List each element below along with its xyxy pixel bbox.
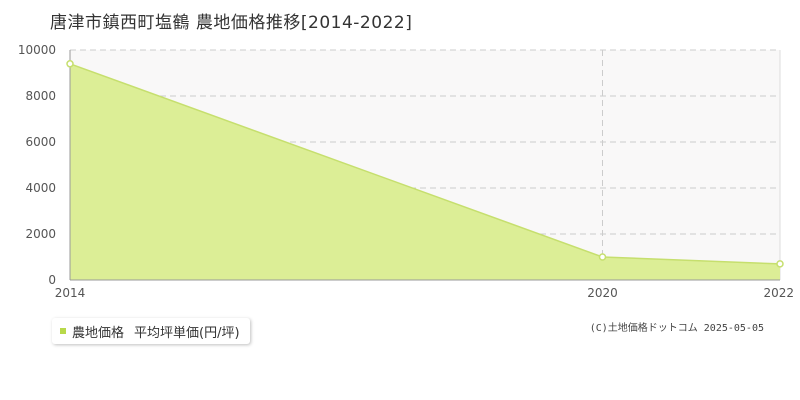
- y-tick-label-0: 0: [48, 273, 56, 287]
- legend-swatch: [60, 328, 66, 334]
- y-tick-label-10000: 10000: [18, 43, 56, 57]
- y-tick-label-8000: 8000: [25, 89, 56, 103]
- x-tick-label-2022: 2022: [763, 286, 794, 300]
- data-point-markers: [66, 60, 784, 268]
- x-tick-label-2014: 2014: [55, 286, 86, 300]
- axes: [69, 50, 780, 281]
- legend: 農地価格 平均坪単価(円/坪): [52, 318, 250, 344]
- tick-labels: 0 2000 4000 6000 8000 10000 2014 2020 2022: [18, 43, 794, 300]
- data-point-2022[interactable]: [776, 260, 784, 268]
- y-tick-label-6000: 6000: [25, 135, 56, 149]
- series-area-fill: [70, 63, 780, 280]
- y-tick-label-4000: 4000: [25, 181, 56, 195]
- data-point-2014[interactable]: [66, 60, 74, 68]
- legend-unit-label: 平均坪単価(円/坪): [134, 325, 240, 341]
- x-tick-label-2020: 2020: [587, 286, 618, 300]
- copyright-notice: (C)土地価格ドットコム 2025-05-05: [589, 323, 764, 334]
- legend-series-label: 農地価格: [72, 325, 125, 341]
- y-tick-label-2000: 2000: [25, 227, 56, 241]
- chart-title: 唐津市鎮西町塩鶴 農地価格推移[2014-2022]: [50, 13, 413, 33]
- data-point-2020[interactable]: [598, 253, 607, 261]
